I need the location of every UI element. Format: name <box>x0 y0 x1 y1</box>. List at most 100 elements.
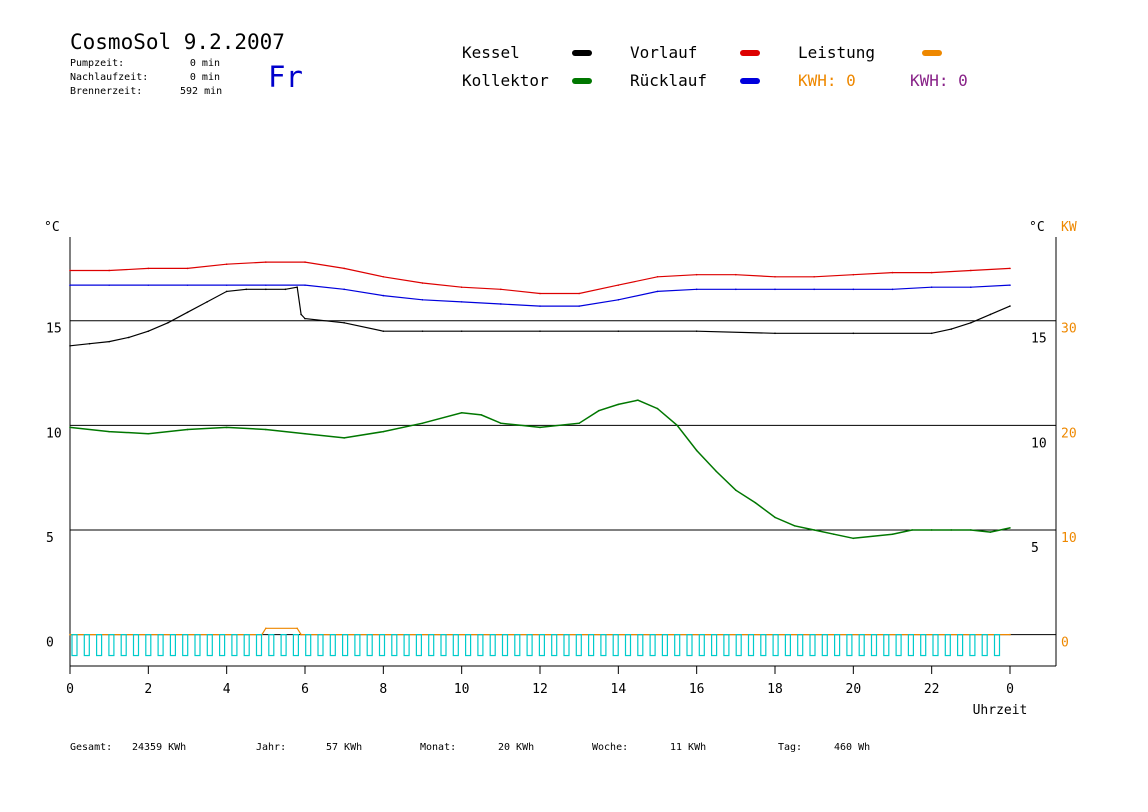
pump-cycle-mark <box>292 634 299 657</box>
info-label: Nachlaufzeit: <box>70 72 149 83</box>
y-tick-label-left: 0 <box>46 636 54 651</box>
pump-cycle-mark <box>268 634 275 657</box>
series-point-kollektor <box>480 414 483 416</box>
pump-cycle-mark <box>415 634 422 657</box>
legend-label: Rücklauf <box>630 71 708 90</box>
pump-cycle-mark <box>833 634 841 657</box>
legend-swatch-vorlauf <box>740 50 760 56</box>
series-point-kollektor <box>715 470 718 473</box>
pump-cycle-mark <box>551 634 558 657</box>
pump-cycle-mark <box>120 634 127 657</box>
series-point-kollektor <box>695 449 698 452</box>
pump-cycle-mark <box>686 634 693 657</box>
page-title: CosmoSol 9.2.2007 <box>70 30 285 54</box>
series-point-kessel <box>460 330 463 332</box>
series-point-ruecklauf <box>852 288 855 291</box>
pump-cycle-mark <box>231 634 238 657</box>
series-point-kollektor <box>617 403 620 406</box>
series-point-vorlauf <box>304 261 306 263</box>
pump-cycle-mark <box>194 634 201 657</box>
pump-cycle-mark <box>132 634 140 657</box>
pump-cycle-mark <box>760 634 767 657</box>
pump-cycle-mark <box>846 634 853 657</box>
pump-cycle-mark <box>944 634 951 657</box>
legend-kollektor: Kollektor <box>462 71 549 90</box>
series-point-leistung <box>265 627 267 630</box>
series-point-kollektor <box>970 529 972 531</box>
pump-cycle-mark <box>821 634 828 657</box>
y-tick-label-left: 15 <box>46 322 62 337</box>
series-point-kollektor <box>343 437 345 439</box>
series-point-ruecklauf <box>460 301 463 303</box>
series-point-vorlauf <box>382 275 385 278</box>
series-point-kollektor <box>421 422 424 425</box>
y-axis-unit-right-temp: °C <box>1029 220 1045 235</box>
pump-cycle-mark <box>145 634 152 657</box>
info-row-nachlaufzeit: Nachlaufzeit: 0 min <box>70 71 220 85</box>
series-point-kollektor <box>304 432 306 435</box>
series-point-leistung <box>69 633 71 636</box>
series-point-ruecklauf <box>813 288 815 291</box>
legend-leistung: Leistung <box>798 43 875 62</box>
pump-cycle-mark <box>452 634 459 657</box>
series-point-kollektor <box>930 529 933 531</box>
series-point-kessel <box>265 288 267 291</box>
x-tick-label: 4 <box>223 682 231 697</box>
series-line-leistung <box>70 627 1010 636</box>
pump-cycle-mark <box>378 634 386 657</box>
pump-cycle-mark <box>169 634 176 657</box>
series-point-ruecklauf <box>891 288 894 291</box>
pump-cycle-mark <box>329 634 336 657</box>
series-point-kollektor <box>793 524 796 527</box>
pump-cycle-mark <box>465 634 472 657</box>
series-point-kollektor <box>225 426 228 429</box>
pump-cycle-mark <box>354 634 361 657</box>
series-line-kessel <box>69 286 1011 347</box>
series-point-vorlauf <box>930 271 933 274</box>
tag-label: Tag: <box>778 742 803 753</box>
x-tick-label: 10 <box>454 682 470 697</box>
x-tick-label: 18 <box>767 682 783 697</box>
series-point-ruecklauf <box>656 290 659 293</box>
pump-cycle-mark <box>674 634 681 657</box>
series-point-kollektor <box>69 426 71 429</box>
runtime-info: Pumpzeit: 0 min Nachlaufzeit: 0 min Bren… <box>70 57 222 99</box>
series-point-ruecklauf <box>539 305 541 307</box>
series-point-vorlauf <box>617 284 620 286</box>
series-point-kessel <box>69 345 71 347</box>
series-point-ruecklauf <box>265 284 267 286</box>
series-point-kessel <box>245 288 248 291</box>
series-point-vorlauf <box>735 273 737 276</box>
info-value: 0 min <box>189 72 220 83</box>
series-point-kessel <box>225 290 228 293</box>
series-point-kessel <box>186 311 189 314</box>
series-point-kessel <box>284 288 287 291</box>
pump-cycle-mark <box>969 634 976 657</box>
pump-cycle-mark <box>206 634 213 657</box>
series-point-ruecklauf <box>774 288 776 291</box>
series-point-vorlauf <box>813 275 815 278</box>
info-row-brennerzeit: Brennerzeit: 592 min <box>70 85 222 99</box>
pump-cycle-mark <box>698 634 705 657</box>
monat-label: Monat: <box>420 742 457 753</box>
pump-cycle-mark <box>612 634 619 657</box>
y-tick-label-right-power: 10 <box>1061 531 1077 546</box>
info-label: Pumpzeit: <box>70 58 125 69</box>
series-line-kollektor <box>69 399 1011 540</box>
y-tick-label-right-temp: 15 <box>1031 332 1047 347</box>
pump-cycle-mark <box>317 634 324 657</box>
series-point-kessel <box>382 330 385 332</box>
series-point-kollektor <box>147 432 150 435</box>
series-point-ruecklauf <box>147 284 150 286</box>
series-point-vorlauf <box>891 271 894 274</box>
pump-cycle-mark <box>538 634 546 657</box>
pump-cycle-mark <box>920 634 927 657</box>
series-point-kollektor <box>774 516 776 519</box>
legend-kessel: Kessel <box>462 43 520 62</box>
series-line-ruecklauf <box>70 284 1011 307</box>
y-tick-label-right-temp: 10 <box>1031 436 1047 451</box>
y-axis-unit-right-power: KW <box>1061 220 1077 235</box>
series-point-kessel <box>695 330 698 332</box>
series-point-kessel <box>296 286 298 289</box>
series-point-kessel <box>147 330 150 332</box>
